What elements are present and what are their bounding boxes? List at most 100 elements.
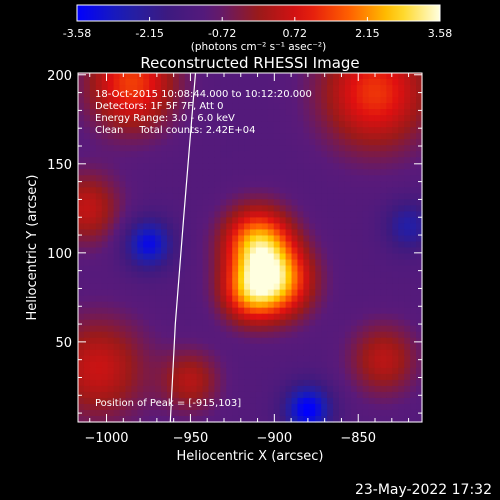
heatmap-cell: [202, 313, 210, 321]
heatmap-cell: [125, 169, 132, 176]
heatmap-cell: [338, 109, 346, 116]
heatmap-cell: [261, 247, 269, 255]
heatmap-cell: [190, 151, 198, 158]
heatmap-cell: [291, 415, 299, 423]
heatmap-cell: [184, 235, 192, 243]
heatmap-cell: [279, 145, 287, 152]
heatmap-cell: [238, 145, 245, 152]
heatmap-cell: [214, 145, 221, 152]
heatmap-cell: [250, 289, 257, 297]
heatmap-cell: [356, 277, 364, 285]
heatmap-cell: [166, 283, 174, 291]
heatmap-cell: [196, 271, 204, 279]
heatmap-cell: [315, 145, 322, 152]
heatmap-cell: [392, 97, 399, 104]
heatmap-cell: [149, 121, 156, 128]
heatmap-cell: [178, 391, 186, 399]
heatmap-cell: [398, 103, 405, 110]
heatmap-cell: [208, 283, 216, 291]
heatmap-cell: [89, 187, 97, 194]
heatmap-cell: [149, 223, 156, 231]
heatmap-cell: [196, 151, 204, 158]
heatmap-cell: [250, 217, 257, 225]
heatmap-cell: [172, 103, 180, 110]
heatmap-cell: [321, 247, 328, 255]
heatmap-cell: [350, 259, 358, 267]
heatmap-cell: [202, 379, 210, 387]
heatmap-cell: [244, 295, 251, 303]
heatmap-cell: [119, 115, 127, 122]
heatmap-cell: [416, 337, 423, 345]
heatmap-cell: [309, 109, 316, 116]
heatmap-cell: [78, 271, 85, 279]
heatmap-cell: [244, 391, 251, 399]
heatmap-cell: [338, 97, 346, 104]
heatmap-cell: [338, 169, 346, 176]
heatmap-cell: [220, 205, 227, 212]
heatmap-cell: [273, 301, 281, 309]
heatmap-cell: [362, 349, 370, 357]
heatmap-cell: [232, 361, 239, 369]
heatmap-cell: [83, 145, 91, 152]
heatmap-cell: [178, 181, 186, 188]
heatmap-cell: [83, 181, 91, 188]
heatmap-cell: [214, 379, 221, 387]
heatmap-cell: [161, 253, 168, 261]
heatmap-cell: [267, 379, 275, 387]
heatmap-cell: [244, 415, 251, 423]
heatmap-cell: [368, 163, 376, 170]
heatmap-cell: [315, 385, 322, 393]
heatmap-cell: [208, 199, 216, 206]
heatmap-cell: [125, 295, 132, 303]
heatmap-cell: [291, 211, 299, 219]
heatmap-cell: [125, 253, 132, 261]
heatmap-cell: [232, 85, 239, 92]
heatmap-cell: [149, 409, 156, 417]
heatmap-cell: [350, 283, 358, 291]
heatmap-cell: [273, 415, 281, 423]
heatmap-cell: [226, 127, 233, 134]
heatmap-cell: [315, 169, 322, 176]
heatmap-cell: [166, 103, 174, 110]
heatmap-cell: [255, 265, 263, 273]
heatmap-cell: [368, 187, 376, 194]
heatmap-cell: [285, 271, 293, 279]
heatmap-cell: [83, 313, 91, 321]
heatmap-cell: [190, 331, 198, 339]
heatmap-cell: [166, 211, 174, 219]
heatmap-cell: [208, 259, 216, 267]
heatmap-cell: [380, 97, 388, 104]
heatmap-cell: [273, 331, 281, 339]
heatmap-cell: [404, 115, 411, 122]
heatmap-cell: [392, 325, 399, 333]
heatmap-cell: [374, 205, 382, 212]
heatmap-cell: [321, 367, 328, 375]
heatmap-cell: [392, 259, 399, 267]
heatmap-cell: [119, 211, 127, 219]
heatmap-cell: [250, 355, 257, 363]
heatmap-cell: [392, 277, 399, 285]
heatmap-cell: [398, 337, 405, 345]
heatmap-cell: [404, 319, 411, 327]
heatmap-cell: [416, 319, 423, 327]
heatmap-cell: [214, 319, 221, 327]
heatmap-cell: [333, 307, 340, 315]
heatmap-cell: [184, 403, 192, 411]
heatmap-cell: [327, 109, 334, 116]
heatmap-cell: [255, 187, 263, 194]
heatmap-cell: [143, 169, 150, 176]
heatmap-cell: [202, 415, 210, 423]
heatmap-cell: [166, 199, 174, 206]
heatmap-cell: [386, 211, 393, 219]
heatmap-cell: [333, 169, 340, 176]
heatmap-cell: [380, 265, 388, 273]
heatmap-cell: [172, 379, 180, 387]
heatmap-cell: [380, 223, 388, 231]
heatmap-cell: [297, 367, 304, 375]
heatmap-cell: [356, 103, 364, 110]
heatmap-cell: [143, 181, 150, 188]
heatmap-cell: [374, 193, 382, 200]
heatmap-cell: [83, 307, 91, 315]
heatmap-cell: [89, 235, 97, 243]
heatmap-cell: [267, 409, 275, 417]
